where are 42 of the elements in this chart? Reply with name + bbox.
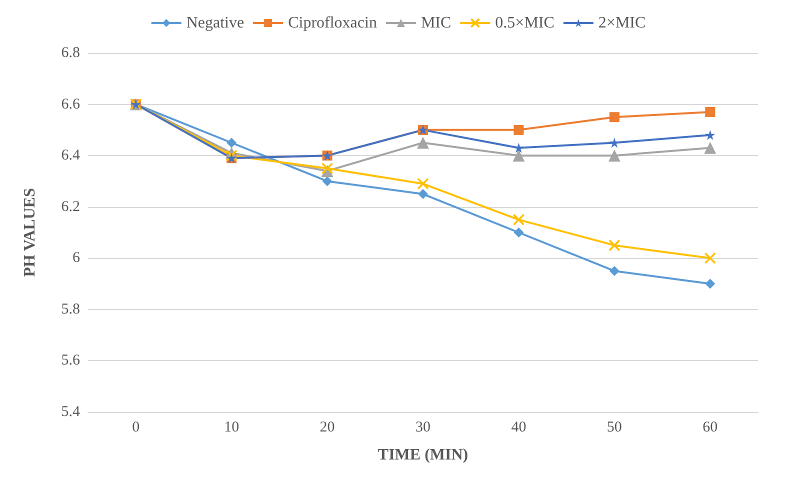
x-tick-label: 0 [132,420,140,436]
legend-label: Ciprofloxacin [288,14,377,32]
legend-label: 0.5×MIC [495,14,554,32]
point [608,239,620,252]
y-axis-title: PH VALUES [22,188,38,277]
point [226,138,237,148]
x-tick-label: 40 [511,420,526,436]
x-tick-label: 20 [320,420,335,436]
point [226,150,238,162]
x-axis-title: TIME (MIN) [378,446,468,464]
point [609,266,620,276]
point [418,189,428,200]
point [322,176,332,186]
y-tick-label: 5.8 [61,301,80,318]
y-tick-label: 5.6 [61,352,80,369]
point [321,162,334,174]
legend-label: MIC [420,14,452,32]
legend-label: Negative [186,14,244,32]
point [609,112,620,122]
y-tick-label: 5.4 [61,404,80,420]
x-tick-label: 60 [702,420,718,436]
point [704,252,716,264]
y-tick-label: 6.6 [61,96,80,112]
x-tick-label: 30 [416,420,430,436]
point [514,124,524,135]
point [417,178,429,190]
legend-label: 2×MIC [598,14,646,32]
point [417,136,429,149]
point [514,228,524,238]
point [705,278,716,289]
point [704,142,716,154]
point [705,130,716,140]
y-tick-label: 6.8 [61,45,80,61]
point [705,106,716,117]
point [608,150,620,162]
x-tick-label: 50 [606,420,622,436]
x-tick-label: 10 [224,420,240,436]
y-tick-label: 6.4 [61,148,80,164]
point [512,214,525,226]
y-tick-label: 6 [72,250,80,266]
point [512,150,525,162]
y-tick-label: 6.2 [61,198,80,215]
